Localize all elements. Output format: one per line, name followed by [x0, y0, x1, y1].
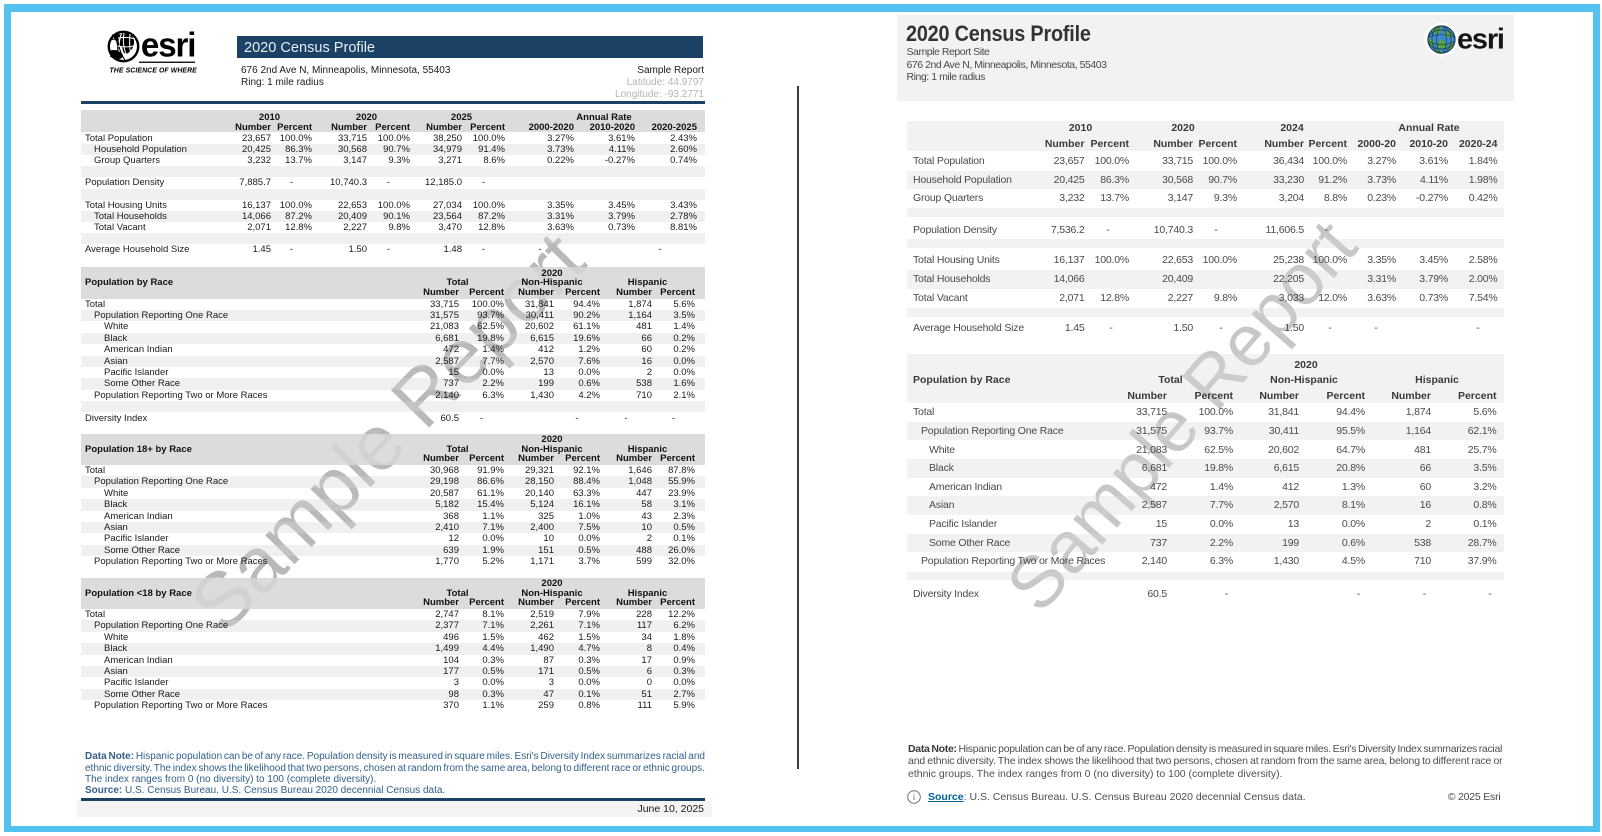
svg-text:THE SCIENCE OF WHERE: THE SCIENCE OF WHERE — [110, 67, 198, 74]
svg-text:esri: esri — [1457, 24, 1504, 56]
svg-text:i: i — [912, 792, 915, 802]
svg-text:esri: esri — [141, 27, 196, 65]
